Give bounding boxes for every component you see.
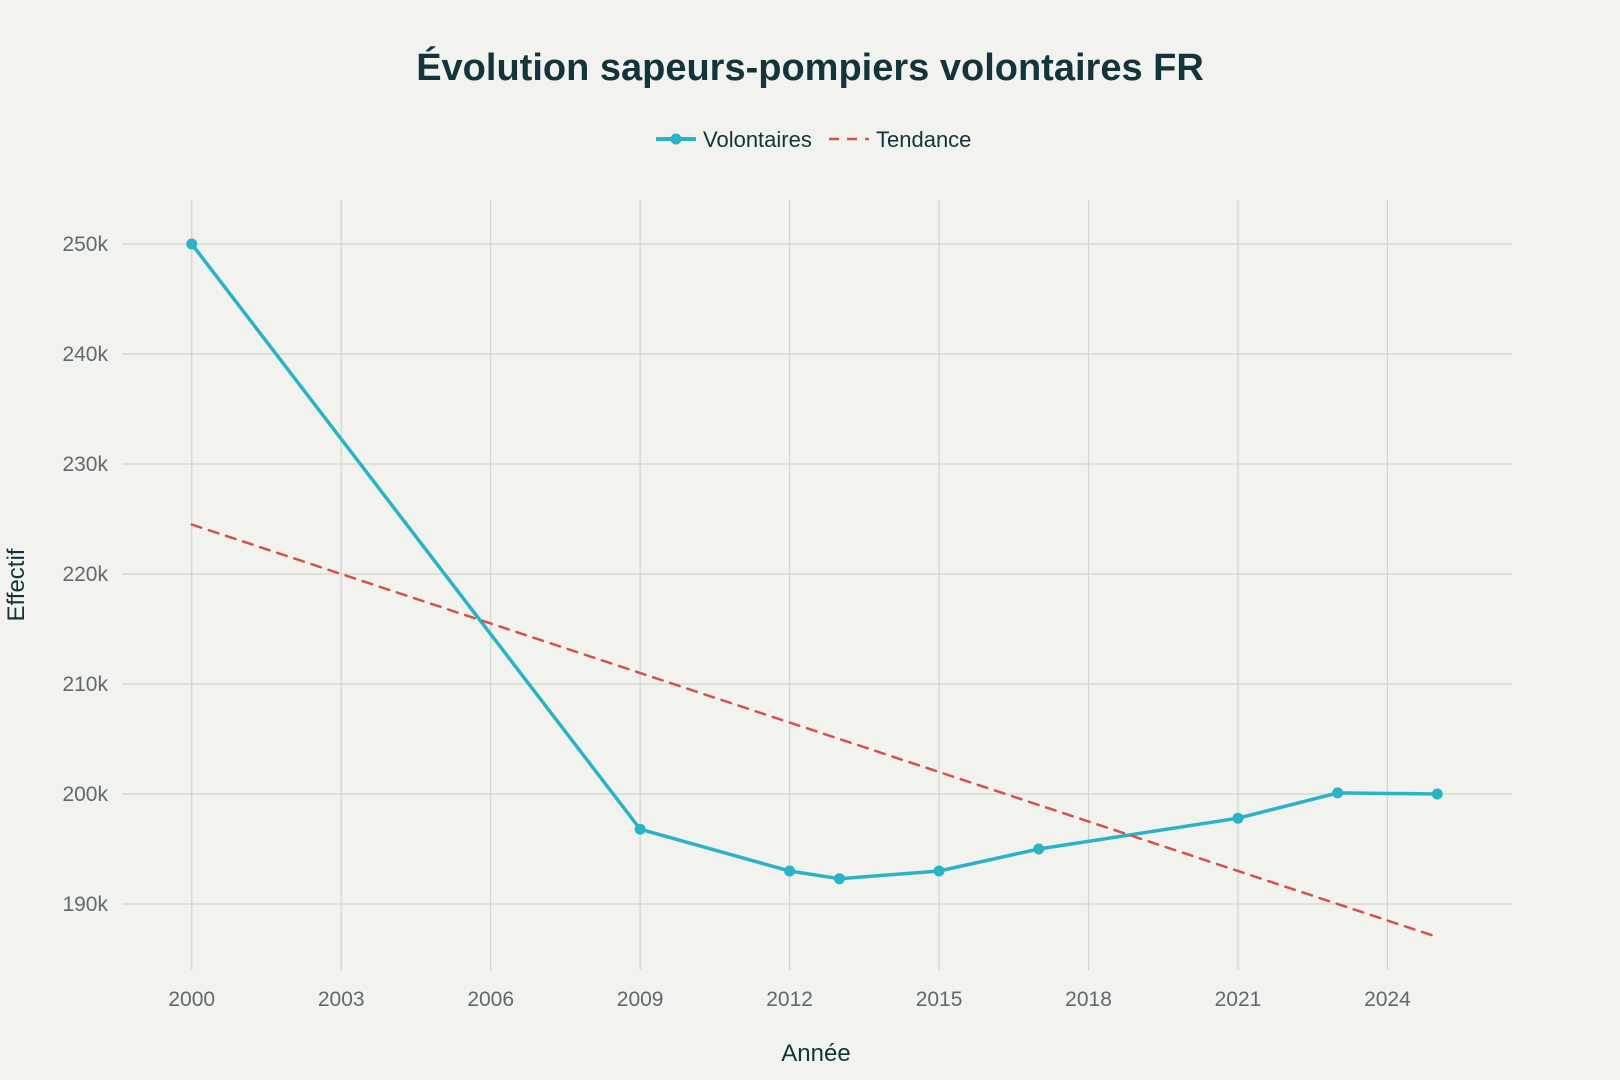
data-point-volontaires[interactable] [1332, 787, 1344, 799]
x-tick-label: 2006 [467, 988, 514, 1011]
data-point-volontaires[interactable] [1431, 788, 1443, 800]
legend-label-volontaires: Volontaires [703, 127, 812, 152]
data-point-volontaires[interactable] [833, 873, 845, 885]
x-tick-label: 2003 [318, 988, 365, 1011]
data-point-volontaires[interactable] [1232, 812, 1244, 824]
x-tick-label: 2000 [168, 988, 215, 1011]
y-tick-label: 200k [62, 783, 108, 806]
x-tick-label: 2015 [916, 988, 963, 1011]
series-tendance [190, 523, 1439, 939]
x-tick-label: 2009 [617, 988, 664, 1011]
y-tick-label: 250k [62, 233, 108, 256]
x-tick-label: 2012 [766, 988, 813, 1011]
series-line-tendance [190, 523, 1439, 939]
data-point-volontaires[interactable] [186, 238, 198, 250]
y-tick-label: 190k [62, 893, 108, 916]
series-volontaires [186, 238, 1443, 885]
legend-item-volontaires[interactable]: Volontaires [656, 127, 812, 152]
legend-label-tendance: Tendance [876, 127, 971, 152]
y-gridlines [122, 243, 1512, 905]
x-tick-labels: 2000 2003 2006 2009 2012 2015 2018 2021 2024 [168, 988, 1411, 1011]
y-tick-labels: 190k 200k 210k 220k 230k 240k 250k [62, 233, 108, 916]
series-line-volontaires [190, 242, 1440, 881]
legend-marker-volontaires [670, 133, 682, 145]
y-tick-label: 220k [62, 563, 108, 586]
data-point-volontaires[interactable] [1033, 843, 1045, 855]
data-point-volontaires[interactable] [784, 865, 796, 877]
y-tick-label: 230k [62, 453, 108, 476]
x-tick-label: 2024 [1364, 988, 1411, 1011]
x-axis-title: Année [781, 1040, 850, 1067]
data-point-volontaires[interactable] [634, 823, 646, 835]
series-layer [186, 238, 1443, 939]
y-axis-title: Effectif [3, 548, 30, 621]
legend: Volontaires Tendance [656, 127, 971, 152]
y-tick-label: 210k [62, 673, 108, 696]
chart-title: Évolution sapeurs-pompiers volontaires F… [416, 45, 1204, 89]
x-tick-label: 2021 [1215, 988, 1262, 1011]
y-tick-label: 240k [62, 343, 108, 366]
data-point-volontaires[interactable] [933, 865, 945, 877]
x-tick-label: 2018 [1065, 988, 1112, 1011]
legend-item-tendance[interactable]: Tendance [829, 127, 971, 152]
